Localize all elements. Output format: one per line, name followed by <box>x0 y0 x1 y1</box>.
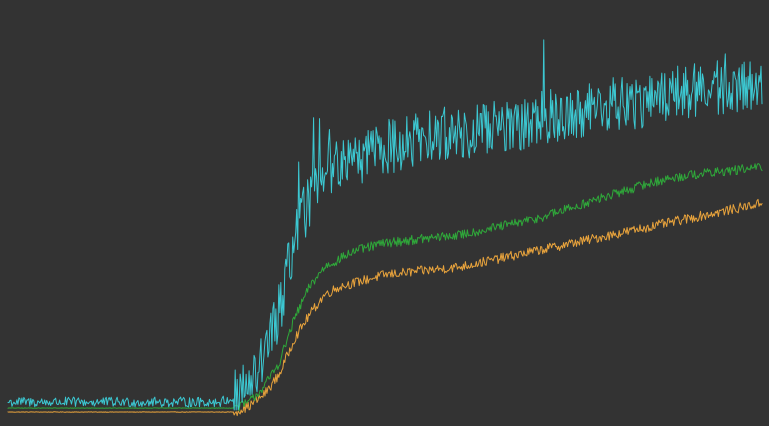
series-layer <box>7 39 763 417</box>
series-line-orange <box>7 198 763 417</box>
series-line-green <box>7 163 763 412</box>
series-line-cyan <box>7 39 763 411</box>
